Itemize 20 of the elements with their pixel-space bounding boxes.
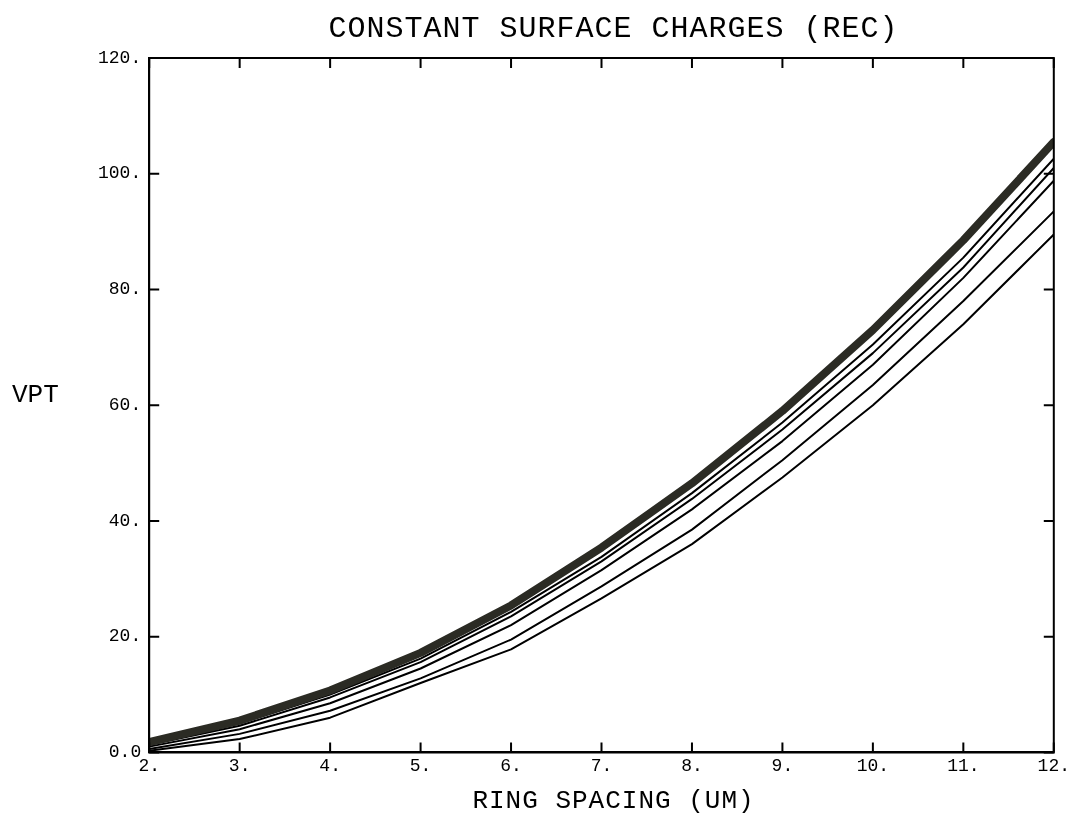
- x-tick-label: 3.: [228, 755, 251, 776]
- x-tick-label: 9.: [771, 755, 794, 776]
- x-tick-label: 2.: [138, 755, 161, 776]
- y-tick-label: 60.: [108, 394, 142, 415]
- x-tick-label: 8.: [681, 755, 703, 776]
- x-tick-label: 4.: [319, 755, 341, 776]
- y-tick-label: 40.: [108, 510, 142, 531]
- x-tick-label: 5.: [409, 755, 432, 776]
- x-tick-label: 11.: [947, 755, 980, 776]
- x-tick-label: 6.: [500, 755, 522, 776]
- y-tick-label: 120.: [97, 47, 142, 68]
- x-tick-label: 12.: [1037, 755, 1070, 776]
- y-tick-label: 100.: [97, 163, 142, 184]
- x-tick-label: 10.: [856, 755, 890, 776]
- y-axis-title: VPT: [12, 380, 59, 410]
- chart-title: CONSTANT SURFACE CHARGES (REC): [327, 12, 900, 46]
- x-axis-title: RING SPACING (UM): [471, 786, 756, 816]
- x-tick-label: 7.: [590, 755, 613, 776]
- y-tick-label: 80.: [108, 279, 142, 300]
- y-tick-label: 20.: [108, 626, 142, 647]
